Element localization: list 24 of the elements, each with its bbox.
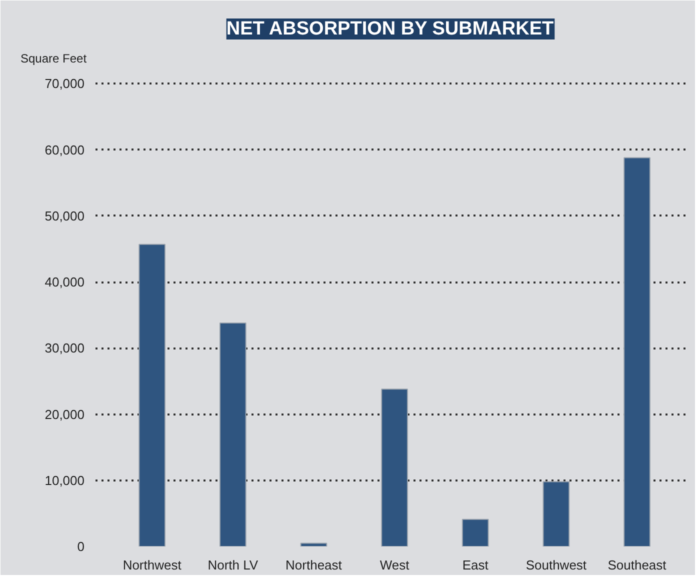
bar <box>219 322 246 546</box>
x-tick-label: Northwest <box>122 558 182 572</box>
y-tick-label: 30,000 <box>44 340 85 356</box>
y-tick-label: 60,000 <box>44 142 85 158</box>
x-tick-label: North LV <box>208 558 258 572</box>
x-tick-label: Southeast <box>608 558 667 572</box>
bar <box>542 481 570 546</box>
x-tick-label: East <box>462 558 489 572</box>
bar <box>138 244 166 546</box>
y-tick-label: 70,000 <box>44 76 85 92</box>
bar <box>624 157 650 546</box>
x-tick-label: Southwest <box>526 558 587 572</box>
chart-title: NET ABSORPTION BY SUBMARKET <box>226 18 554 40</box>
y-tick-label: 20,000 <box>44 406 85 422</box>
y-axis-title: Square Feet <box>20 52 88 66</box>
x-tick-label: West <box>380 558 410 572</box>
y-tick-label: 10,000 <box>44 472 85 488</box>
bar <box>300 542 328 546</box>
x-tick-label: Northeast <box>286 558 342 572</box>
bar <box>381 388 408 546</box>
y-tick-label: 40,000 <box>44 274 85 290</box>
y-tick-label: 50,000 <box>44 208 85 224</box>
y-tick-label: 0 <box>77 539 85 554</box>
bar <box>462 518 489 546</box>
